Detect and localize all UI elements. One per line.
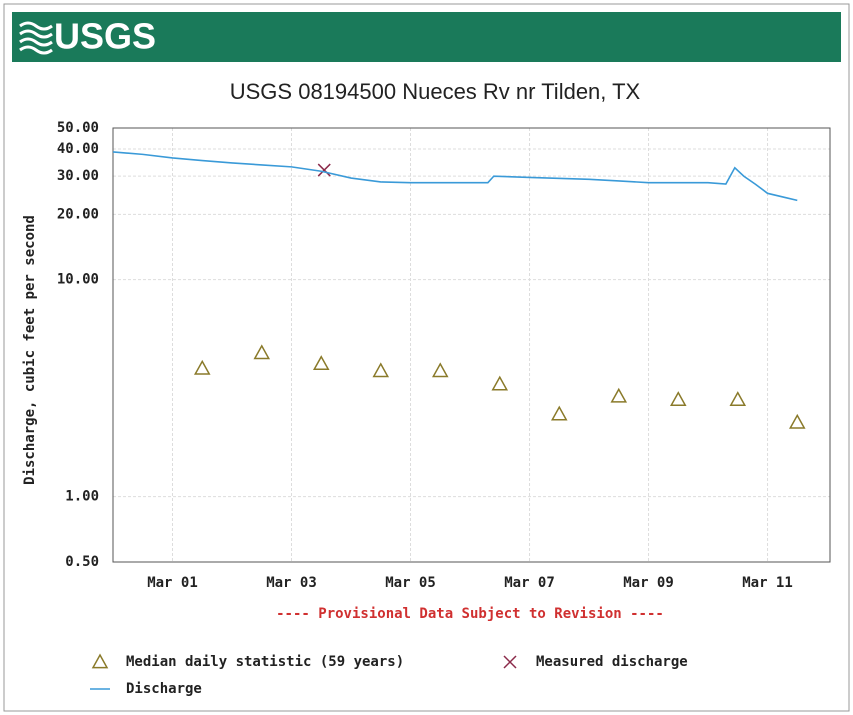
legend-label: Median daily statistic (59 years) xyxy=(126,654,404,670)
y-axis-label: Discharge, cubic feet per second xyxy=(22,215,38,485)
median-marker xyxy=(729,391,747,406)
x-tick-label: Mar 07 xyxy=(504,575,555,591)
y-tick-label: 40.00 xyxy=(57,141,99,157)
x-tick-label: Mar 05 xyxy=(385,575,436,591)
x-tick-label: Mar 01 xyxy=(147,575,198,591)
legend-symbol xyxy=(503,655,517,669)
median-marker xyxy=(193,359,211,375)
median-marker xyxy=(610,387,628,403)
measured-marker xyxy=(317,163,331,177)
y-tick-label: 10.00 xyxy=(57,272,99,288)
median-marker xyxy=(788,413,806,429)
provisional-note: ---- Provisional Data Subject to Revisio… xyxy=(276,606,664,622)
legend-symbol xyxy=(91,653,109,669)
legend-label: Discharge xyxy=(126,681,202,697)
median-marker xyxy=(312,355,330,371)
median-marker xyxy=(372,362,390,378)
median-marker xyxy=(253,344,271,360)
median-marker xyxy=(431,362,449,378)
plot-area xyxy=(112,127,831,563)
x-tick-label: Mar 09 xyxy=(623,575,674,591)
logo: USGS xyxy=(54,16,156,57)
y-tick-label: 30.00 xyxy=(57,168,99,184)
header-bar xyxy=(12,12,841,62)
y-tick-label: 0.50 xyxy=(65,554,99,570)
y-tick-label: 20.00 xyxy=(57,206,99,222)
logo-waves xyxy=(19,21,53,55)
chart-title: USGS 08194500 Nueces Rv nr Tilden, TX xyxy=(230,79,641,104)
median-marker xyxy=(491,375,509,391)
x-tick-label: Mar 03 xyxy=(266,575,317,591)
y-tick-label: 1.00 xyxy=(65,489,99,505)
discharge-line xyxy=(112,151,798,202)
median-marker xyxy=(669,391,687,406)
y-tick-label: 50.00 xyxy=(57,120,99,136)
legend-label: Measured discharge xyxy=(536,654,688,670)
x-tick-label: Mar 11 xyxy=(742,575,793,591)
median-marker xyxy=(550,405,568,421)
frame xyxy=(3,3,850,712)
